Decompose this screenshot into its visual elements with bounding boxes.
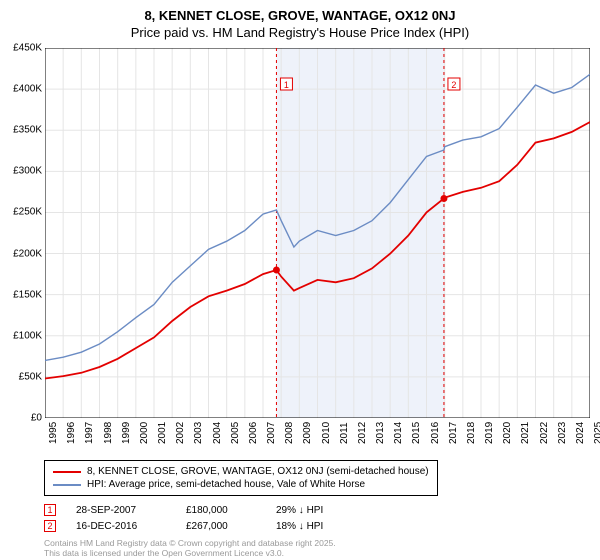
x-tick-label: 2015 <box>411 422 422 444</box>
x-tick-label: 2005 <box>230 422 241 444</box>
legend-item: HPI: Average price, semi-detached house,… <box>53 478 429 491</box>
y-tick-label: £300K <box>13 166 42 177</box>
svg-text:2: 2 <box>451 80 456 90</box>
y-tick-label: £0 <box>31 413 42 424</box>
x-tick-label: 2017 <box>448 422 459 444</box>
x-tick-label: 1998 <box>103 422 114 444</box>
x-tick-label: 1995 <box>48 422 59 444</box>
footer-line2: This data is licensed under the Open Gov… <box>44 548 336 558</box>
title-line2: Price paid vs. HM Land Registry's House … <box>0 25 600 40</box>
x-tick-label: 2019 <box>484 422 495 444</box>
x-tick-label: 2018 <box>466 422 477 444</box>
x-axis: 1995 1996 1997 1998 1999 2000 2001 2002 2003 2004… <box>45 418 590 458</box>
marker-diff: 18% ↓ HPI <box>276 521 323 532</box>
legend-swatch <box>53 484 81 486</box>
legend-label: 8, KENNET CLOSE, GROVE, WANTAGE, OX12 0N… <box>87 466 429 477</box>
marker-row: 2 16-DEC-2016 £267,000 18% ↓ HPI <box>44 518 323 534</box>
marker-price: £180,000 <box>186 505 256 516</box>
x-tick-label: 2022 <box>539 422 550 444</box>
svg-text:1: 1 <box>284 80 289 90</box>
x-tick-label: 1997 <box>84 422 95 444</box>
y-tick-label: £400K <box>13 84 42 95</box>
x-tick-label: 2009 <box>302 422 313 444</box>
x-tick-label: 2023 <box>557 422 568 444</box>
y-tick-label: £50K <box>19 371 42 382</box>
x-tick-label: 2020 <box>502 422 513 444</box>
x-tick-label: 2024 <box>575 422 586 444</box>
y-tick-label: £350K <box>13 125 42 136</box>
y-tick-label: £100K <box>13 330 42 341</box>
chart-svg: 12 <box>45 48 590 418</box>
legend-label: HPI: Average price, semi-detached house,… <box>87 479 365 490</box>
x-tick-label: 2007 <box>266 422 277 444</box>
x-tick-label: 2014 <box>393 422 404 444</box>
footer-line1: Contains HM Land Registry data © Crown c… <box>44 538 336 548</box>
y-tick-label: £450K <box>13 43 42 54</box>
title-block: 8, KENNET CLOSE, GROVE, WANTAGE, OX12 0N… <box>0 0 600 40</box>
chart-container: 8, KENNET CLOSE, GROVE, WANTAGE, OX12 0N… <box>0 0 600 560</box>
footer-attribution: Contains HM Land Registry data © Crown c… <box>44 538 336 558</box>
legend-swatch <box>53 471 81 473</box>
x-tick-label: 2011 <box>339 422 350 444</box>
x-tick-label: 2002 <box>175 422 186 444</box>
marker-row: 1 28-SEP-2007 £180,000 29% ↓ HPI <box>44 502 323 518</box>
x-tick-label: 2008 <box>284 422 295 444</box>
x-tick-label: 2010 <box>321 422 332 444</box>
x-tick-label: 2001 <box>157 422 168 444</box>
marker-date: 16-DEC-2016 <box>76 521 166 532</box>
legend-item: 8, KENNET CLOSE, GROVE, WANTAGE, OX12 0N… <box>53 465 429 478</box>
marker-price: £267,000 <box>186 521 256 532</box>
marker-table: 1 28-SEP-2007 £180,000 29% ↓ HPI 2 16-DEC-201… <box>44 502 323 534</box>
x-tick-label: 2016 <box>430 422 441 444</box>
x-tick-label: 2021 <box>520 422 531 444</box>
y-axis: £0£50K£100K£150K£200K£250K£300K£350K£400… <box>0 48 45 418</box>
marker-id-box: 2 <box>44 520 56 532</box>
y-tick-label: £150K <box>13 289 42 300</box>
x-tick-label: 1996 <box>66 422 77 444</box>
x-tick-label: 2013 <box>375 422 386 444</box>
x-tick-label: 2000 <box>139 422 150 444</box>
title-line1: 8, KENNET CLOSE, GROVE, WANTAGE, OX12 0N… <box>0 8 600 23</box>
x-tick-label: 2012 <box>357 422 368 444</box>
x-tick-label: 2025 <box>593 422 600 444</box>
marker-diff: 29% ↓ HPI <box>276 505 323 516</box>
x-tick-label: 1999 <box>121 422 132 444</box>
x-tick-label: 2003 <box>193 422 204 444</box>
marker-id-box: 1 <box>44 504 56 516</box>
chart-plot-area: 12 <box>45 48 590 418</box>
x-tick-label: 2006 <box>248 422 259 444</box>
legend-box: 8, KENNET CLOSE, GROVE, WANTAGE, OX12 0N… <box>44 460 438 496</box>
y-tick-label: £200K <box>13 248 42 259</box>
marker-date: 28-SEP-2007 <box>76 505 166 516</box>
x-tick-label: 2004 <box>212 422 223 444</box>
y-tick-label: £250K <box>13 207 42 218</box>
